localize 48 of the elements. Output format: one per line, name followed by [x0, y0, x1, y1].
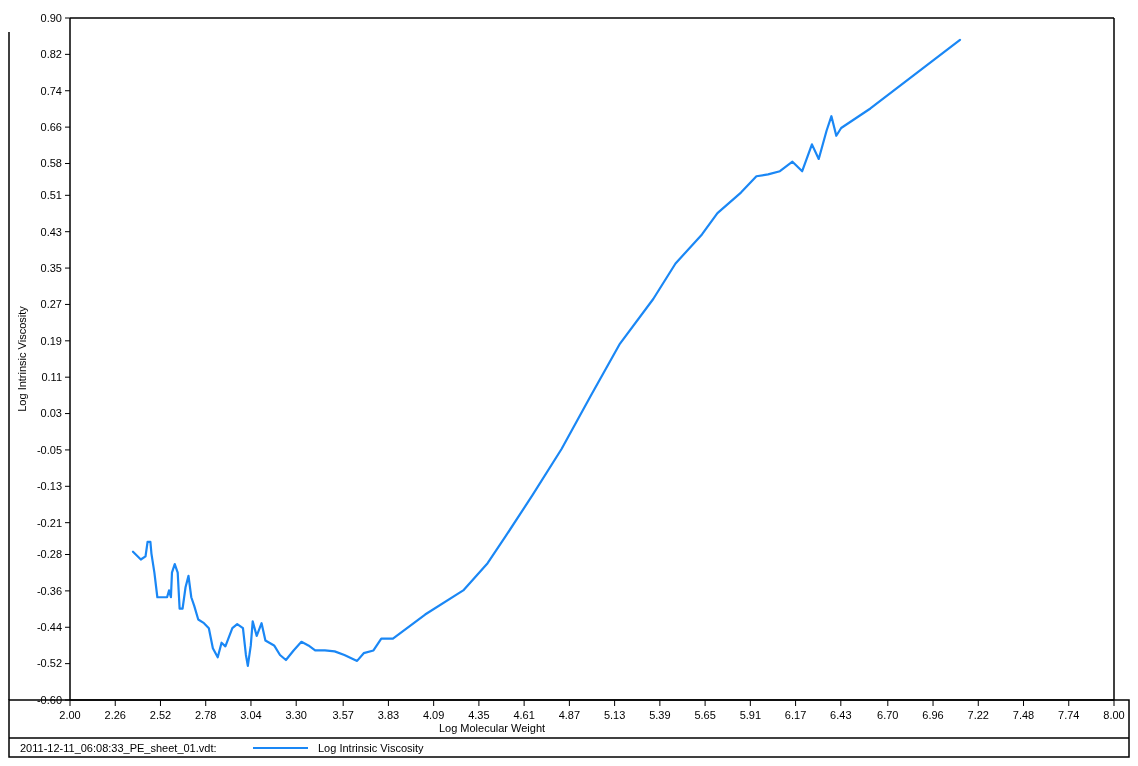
x-tick-label: 6.96 — [922, 709, 944, 721]
x-tick-label: 3.04 — [240, 709, 262, 721]
y-tick-label: -0.28 — [36, 548, 62, 561]
x-tick-label: 6.17 — [784, 709, 807, 721]
x-tick-label: 3.57 — [332, 709, 354, 721]
y-tick-label: -0.44 — [36, 621, 62, 634]
y-tick-label: 0.58 — [40, 157, 62, 170]
y-tick-label: 0.82 — [40, 48, 62, 61]
line-series — [131, 38, 962, 667]
y-tick-label: -0.05 — [36, 443, 62, 456]
y-tick-label: -0.52 — [36, 657, 62, 670]
x-tick-label: 2.52 — [149, 709, 172, 721]
y-tick-label: 0.43 — [40, 225, 62, 238]
y-tick-label: 0.03 — [40, 407, 62, 420]
y-tick-label: 0.11 — [41, 371, 62, 384]
y-axis-title: Log Intrinsic Viscosity — [16, 305, 28, 412]
x-tick-label: 3.83 — [377, 709, 400, 721]
x-tick-label: 6.43 — [830, 709, 852, 721]
x-tick-label: 5.39 — [649, 709, 671, 721]
x-tick-label: 2.00 — [59, 709, 81, 721]
x-tick-label: 8.00 — [1103, 709, 1125, 721]
y-tick-label: 0.27 — [40, 298, 62, 311]
y-tick-label: 0.19 — [40, 334, 62, 347]
x-tick-label: 5.13 — [603, 709, 626, 721]
x-axis-title: Log Molecular Weight — [438, 722, 546, 734]
x-tick-label: 7.22 — [967, 709, 989, 721]
x-tick-label: 4.61 — [513, 709, 535, 721]
legend-label: Log Intrinsic Viscosity — [318, 742, 425, 754]
y-tick-label: 0.51 — [40, 189, 62, 202]
x-tick-label: 2.78 — [195, 709, 217, 721]
x-tick-label: 4.87 — [558, 709, 581, 721]
legend-title: 2011-12-11_06:08:33_PE_sheet_01.vdt: — [20, 742, 217, 754]
y-tick-label: -0.21 — [36, 516, 62, 529]
y-tick-label: -0.13 — [36, 480, 62, 493]
y-tick-label: 0.35 — [40, 261, 62, 274]
x-tick-label: 5.91 — [739, 709, 762, 721]
y-tick-label: 0.90 — [40, 11, 62, 24]
x-tick-label: 7.48 — [1012, 709, 1035, 721]
y-tick-label: 0.66 — [40, 120, 62, 133]
x-tick-label: 4.35 — [468, 709, 490, 721]
x-tick-label: 2.26 — [104, 709, 126, 721]
x-tick-label: 4.09 — [422, 709, 445, 721]
x-tick-label: 7.74 — [1058, 709, 1080, 721]
x-tick-label: 3.30 — [285, 709, 307, 721]
x-tick-label: 6.70 — [877, 709, 899, 721]
y-tick-label: 0.74 — [40, 84, 62, 97]
x-tick-label: 5.65 — [694, 709, 716, 721]
y-tick-label: -0.36 — [36, 584, 62, 597]
